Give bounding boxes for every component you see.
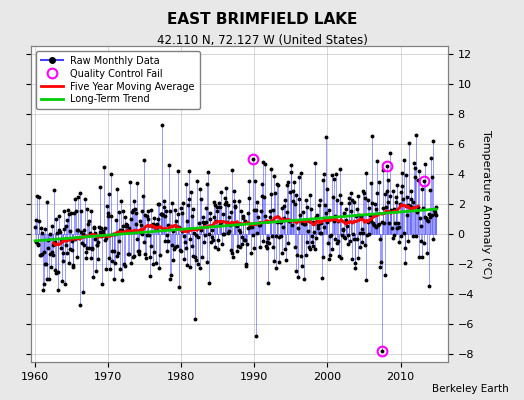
Legend: Raw Monthly Data, Quality Control Fail, Five Year Moving Average, Long-Term Tren: Raw Monthly Data, Quality Control Fail, …	[36, 51, 200, 109]
Text: Berkeley Earth: Berkeley Earth	[432, 384, 508, 394]
Y-axis label: Temperature Anomaly (°C): Temperature Anomaly (°C)	[481, 130, 491, 278]
Text: EAST BRIMFIELD LAKE: EAST BRIMFIELD LAKE	[167, 12, 357, 27]
Text: 42.110 N, 72.127 W (United States): 42.110 N, 72.127 W (United States)	[157, 34, 367, 47]
